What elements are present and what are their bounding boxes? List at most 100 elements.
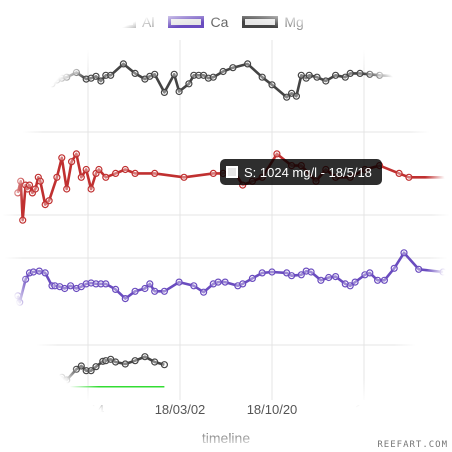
watermark: REEFART.COM xyxy=(377,440,448,450)
data-point-al xyxy=(22,74,30,82)
data-point-mg xyxy=(77,362,85,370)
data-point-s xyxy=(405,173,413,181)
data-point-s xyxy=(121,165,129,174)
data-point-al xyxy=(258,73,266,81)
data-point-s xyxy=(63,185,71,193)
data-point-al xyxy=(305,71,313,79)
data-point-al xyxy=(170,70,178,78)
data-point-mg xyxy=(63,376,71,384)
data-point-ca xyxy=(221,278,229,286)
data-point-al xyxy=(72,68,81,77)
data-point-s xyxy=(19,216,27,224)
legend-item-mg[interactable]: Mg xyxy=(242,14,304,30)
data-point-s xyxy=(111,169,120,177)
data-point-al xyxy=(395,72,403,80)
data-point-mg xyxy=(111,358,120,366)
al-swatch-icon xyxy=(100,16,136,28)
data-point-mg xyxy=(33,363,41,371)
data-point-ca xyxy=(61,284,69,293)
data-point-al xyxy=(97,77,105,85)
data-point-ca xyxy=(175,278,183,286)
data-point-al xyxy=(292,92,300,100)
data-point-al xyxy=(244,60,252,68)
data-point-ca xyxy=(258,269,266,277)
data-point-mg xyxy=(131,357,139,365)
legend-item-al[interactable]: Al xyxy=(100,14,154,30)
data-point-mg xyxy=(48,371,56,379)
data-point-al xyxy=(35,84,43,92)
data-point-ca xyxy=(325,273,333,282)
data-point-ca xyxy=(248,274,256,282)
data-point-s xyxy=(102,173,110,181)
data-point-mg xyxy=(28,352,37,360)
data-point-s xyxy=(395,169,403,177)
data-point-ca xyxy=(121,295,129,303)
data-point-s xyxy=(67,158,76,166)
data-point-al xyxy=(346,69,354,78)
data-point-ca xyxy=(151,287,159,295)
data-point-ca xyxy=(102,280,110,288)
data-point-s xyxy=(444,173,452,181)
data-point-ca xyxy=(439,268,447,276)
data-point-mg xyxy=(92,363,100,371)
data-point-al xyxy=(92,72,100,80)
data-point-s xyxy=(82,165,90,174)
data-point-ca xyxy=(374,276,382,284)
data-point-ca xyxy=(307,268,315,276)
data-point-ca xyxy=(111,285,120,293)
data-point-ca xyxy=(400,249,408,257)
data-point-s xyxy=(72,150,81,158)
data-point-s xyxy=(31,185,40,193)
data-point-mg xyxy=(38,377,46,385)
data-point-al xyxy=(219,67,227,76)
data-point-s xyxy=(53,173,61,181)
data-point-ca xyxy=(239,280,247,288)
data-point-s xyxy=(14,189,22,197)
data-point-mg xyxy=(151,358,159,366)
data-point-s xyxy=(151,169,159,177)
legend-item-ca[interactable]: Ca xyxy=(168,14,228,30)
data-point-ca xyxy=(317,276,325,284)
data-point-al xyxy=(131,69,139,78)
data-point-ca xyxy=(160,287,168,295)
data-point-al xyxy=(185,80,193,88)
x-tick-label: 18/03/02 xyxy=(155,402,206,417)
data-point-al xyxy=(43,75,51,83)
data-point-ca xyxy=(415,265,423,273)
chart-tooltip: S: 1024 mg/l - 18/5/18 xyxy=(220,159,382,185)
data-point-al xyxy=(63,73,71,81)
legend-label: Al xyxy=(142,14,155,30)
data-point-ca xyxy=(288,272,296,280)
data-point-al xyxy=(366,70,374,78)
data-point-al xyxy=(119,60,128,68)
legend: Al Ca Mg xyxy=(100,14,304,30)
data-point-ca xyxy=(41,269,49,277)
ca-swatch-icon xyxy=(168,16,205,28)
data-point-al xyxy=(11,69,19,78)
data-point-ca xyxy=(190,282,198,290)
data-point-al xyxy=(28,67,37,76)
data-point-al xyxy=(151,70,159,78)
data-point-mg xyxy=(24,365,32,373)
data-point-s xyxy=(36,177,44,185)
data-point-ca xyxy=(146,280,154,288)
data-point-mg xyxy=(19,371,27,379)
data-point-al xyxy=(322,77,330,85)
data-point-ca xyxy=(351,278,359,286)
data-point-ca xyxy=(332,273,340,281)
data-point-ca xyxy=(35,267,43,275)
data-point-al xyxy=(332,71,340,79)
data-point-s xyxy=(58,154,66,162)
data-point-s xyxy=(209,169,217,177)
data-point-ca xyxy=(366,269,374,277)
data-point-mg xyxy=(160,361,168,369)
x-tick-label: 17/14 xyxy=(72,402,105,417)
mg-swatch-icon xyxy=(242,16,279,28)
data-point-s xyxy=(45,197,53,205)
data-point-s xyxy=(77,173,85,181)
data-point-ca xyxy=(66,282,75,290)
data-point-ca xyxy=(390,264,398,272)
data-point-s xyxy=(87,185,95,193)
data-point-mg xyxy=(141,353,149,361)
